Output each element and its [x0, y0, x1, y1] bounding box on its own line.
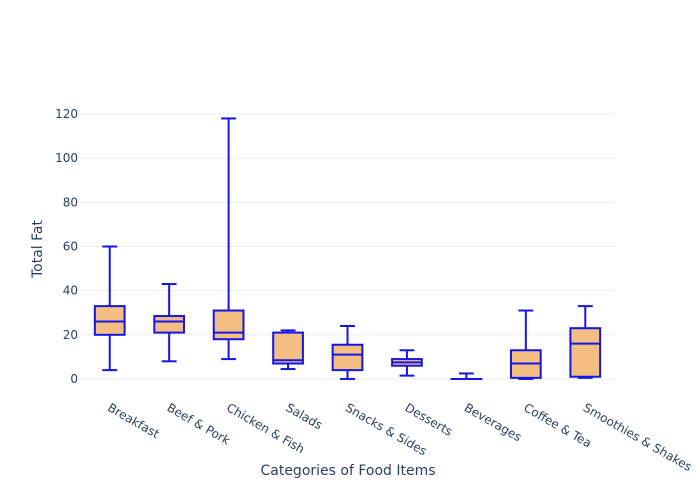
y-tick-label: 100	[55, 151, 78, 165]
box-series	[93, 117, 602, 380]
box-snacks-sides	[331, 324, 364, 380]
box-desserts	[391, 349, 423, 377]
x-tick-label: Breakfast	[105, 400, 162, 441]
y-axis-title: Total Fat	[30, 219, 46, 278]
box-beef-pork	[153, 283, 186, 363]
box-chicken-fish	[212, 117, 245, 361]
y-tick-label: 40	[63, 284, 78, 298]
iqr-box	[212, 309, 245, 341]
x-tick-label: Desserts	[402, 400, 454, 438]
y-tick-label: 80	[63, 195, 78, 209]
box-salads	[272, 329, 304, 371]
box-breakfast	[93, 245, 126, 372]
y-axis-ticks: 0 20 40 60 80 100 120	[55, 107, 78, 386]
box-beverages	[450, 372, 483, 380]
iqr-box	[272, 331, 304, 365]
x-tick-label: Salads	[284, 400, 325, 432]
iqr-box	[153, 315, 186, 334]
box-coffee-tea	[509, 309, 542, 380]
y-tick-label: 120	[55, 107, 78, 121]
iqr-box	[569, 327, 602, 378]
box-smoothies-shakes	[569, 305, 602, 379]
x-tick-label: Smoothies & Shakes	[581, 400, 695, 474]
y-tick-label: 20	[63, 328, 78, 342]
y-tick-label: 60	[63, 240, 78, 254]
iqr-box	[93, 305, 126, 336]
iqr-box	[331, 343, 364, 372]
x-tick-label: Beef & Pork	[165, 400, 233, 447]
x-tick-label: Beverages	[462, 400, 524, 444]
y-tick-label: 0	[70, 372, 78, 386]
x-axis-title: Categories of Food Items	[260, 463, 435, 479]
